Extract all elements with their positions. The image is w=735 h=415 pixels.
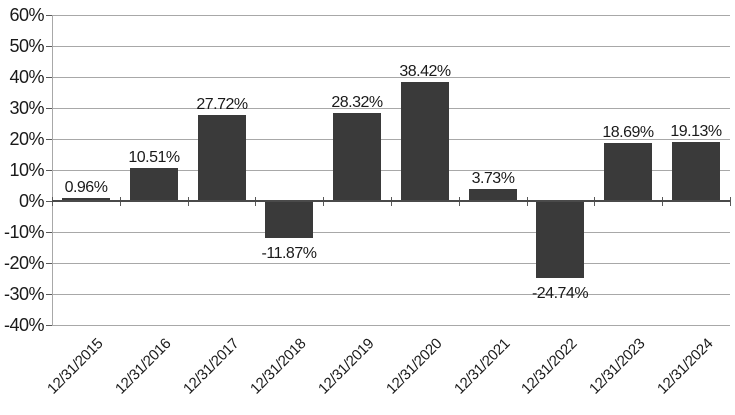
gridline [52, 108, 730, 109]
gridline [52, 325, 730, 326]
x-axis-label: 12/31/2018 [247, 335, 310, 398]
y-axis-tick [46, 170, 52, 171]
x-axis-label: 12/31/2023 [586, 335, 649, 398]
bar [333, 113, 381, 201]
bar [536, 201, 584, 278]
y-axis-tick [46, 263, 52, 264]
gridline [52, 77, 730, 78]
bar [198, 115, 246, 201]
y-axis-tick [46, 325, 52, 326]
bar-value-label: -24.74% [531, 285, 589, 302]
x-axis-label: 12/31/2019 [315, 335, 378, 398]
x-axis-label: 12/31/2024 [654, 335, 717, 398]
x-axis-label: 12/31/2017 [180, 335, 243, 398]
y-axis-tick [46, 294, 52, 295]
x-axis-tick [730, 197, 731, 206]
gridline [52, 15, 730, 16]
gridline [52, 263, 730, 264]
bar [604, 143, 652, 201]
bar [401, 82, 449, 201]
y-axis-label: 0% [18, 191, 45, 211]
y-axis-label: 40% [9, 67, 44, 87]
bar-value-label: 28.32% [331, 94, 383, 111]
y-axis-tick [46, 232, 52, 233]
y-axis-label: 30% [9, 98, 44, 118]
y-axis-label: -20% [3, 253, 45, 273]
bar-value-label: 3.73% [471, 170, 515, 187]
y-axis-tick [46, 77, 52, 78]
y-axis-label: 10% [9, 160, 44, 180]
y-axis-label: -40% [3, 315, 45, 335]
gridline [52, 294, 730, 295]
gridline [52, 139, 730, 140]
bar [672, 142, 720, 201]
y-axis-tick [46, 46, 52, 47]
bar [265, 201, 313, 238]
bar-value-label: 0.96% [64, 179, 108, 196]
gridline [52, 46, 730, 47]
y-axis-line [52, 15, 53, 325]
bar [469, 189, 517, 201]
gridline [52, 170, 730, 171]
y-axis-tick [46, 201, 52, 202]
gridline [52, 232, 730, 233]
bar-value-label: 38.42% [399, 63, 451, 80]
x-axis-label: 12/31/2021 [451, 335, 514, 398]
bar-value-label: -11.87% [261, 245, 317, 262]
x-axis-label: 12/31/2022 [518, 335, 581, 398]
y-axis-label: -10% [3, 222, 45, 242]
bar-value-label: 19.13% [670, 123, 722, 140]
bar [62, 198, 110, 201]
bar-value-label: 27.72% [196, 96, 248, 113]
x-axis-label: 12/31/2015 [44, 335, 107, 398]
bar [130, 168, 178, 201]
bar-value-label: 10.51% [128, 149, 180, 166]
y-axis-label: 20% [9, 129, 44, 149]
y-axis-tick [46, 139, 52, 140]
y-axis-tick [46, 108, 52, 109]
y-axis-label: 50% [9, 36, 44, 56]
x-axis-label: 12/31/2020 [383, 335, 446, 398]
bar-value-label: 18.69% [602, 124, 654, 141]
zero-axis-line [52, 200, 730, 202]
x-axis-label: 12/31/2016 [112, 335, 175, 398]
y-axis-label: -30% [3, 284, 45, 304]
y-axis-tick [46, 15, 52, 16]
y-axis-label: 60% [9, 5, 44, 25]
